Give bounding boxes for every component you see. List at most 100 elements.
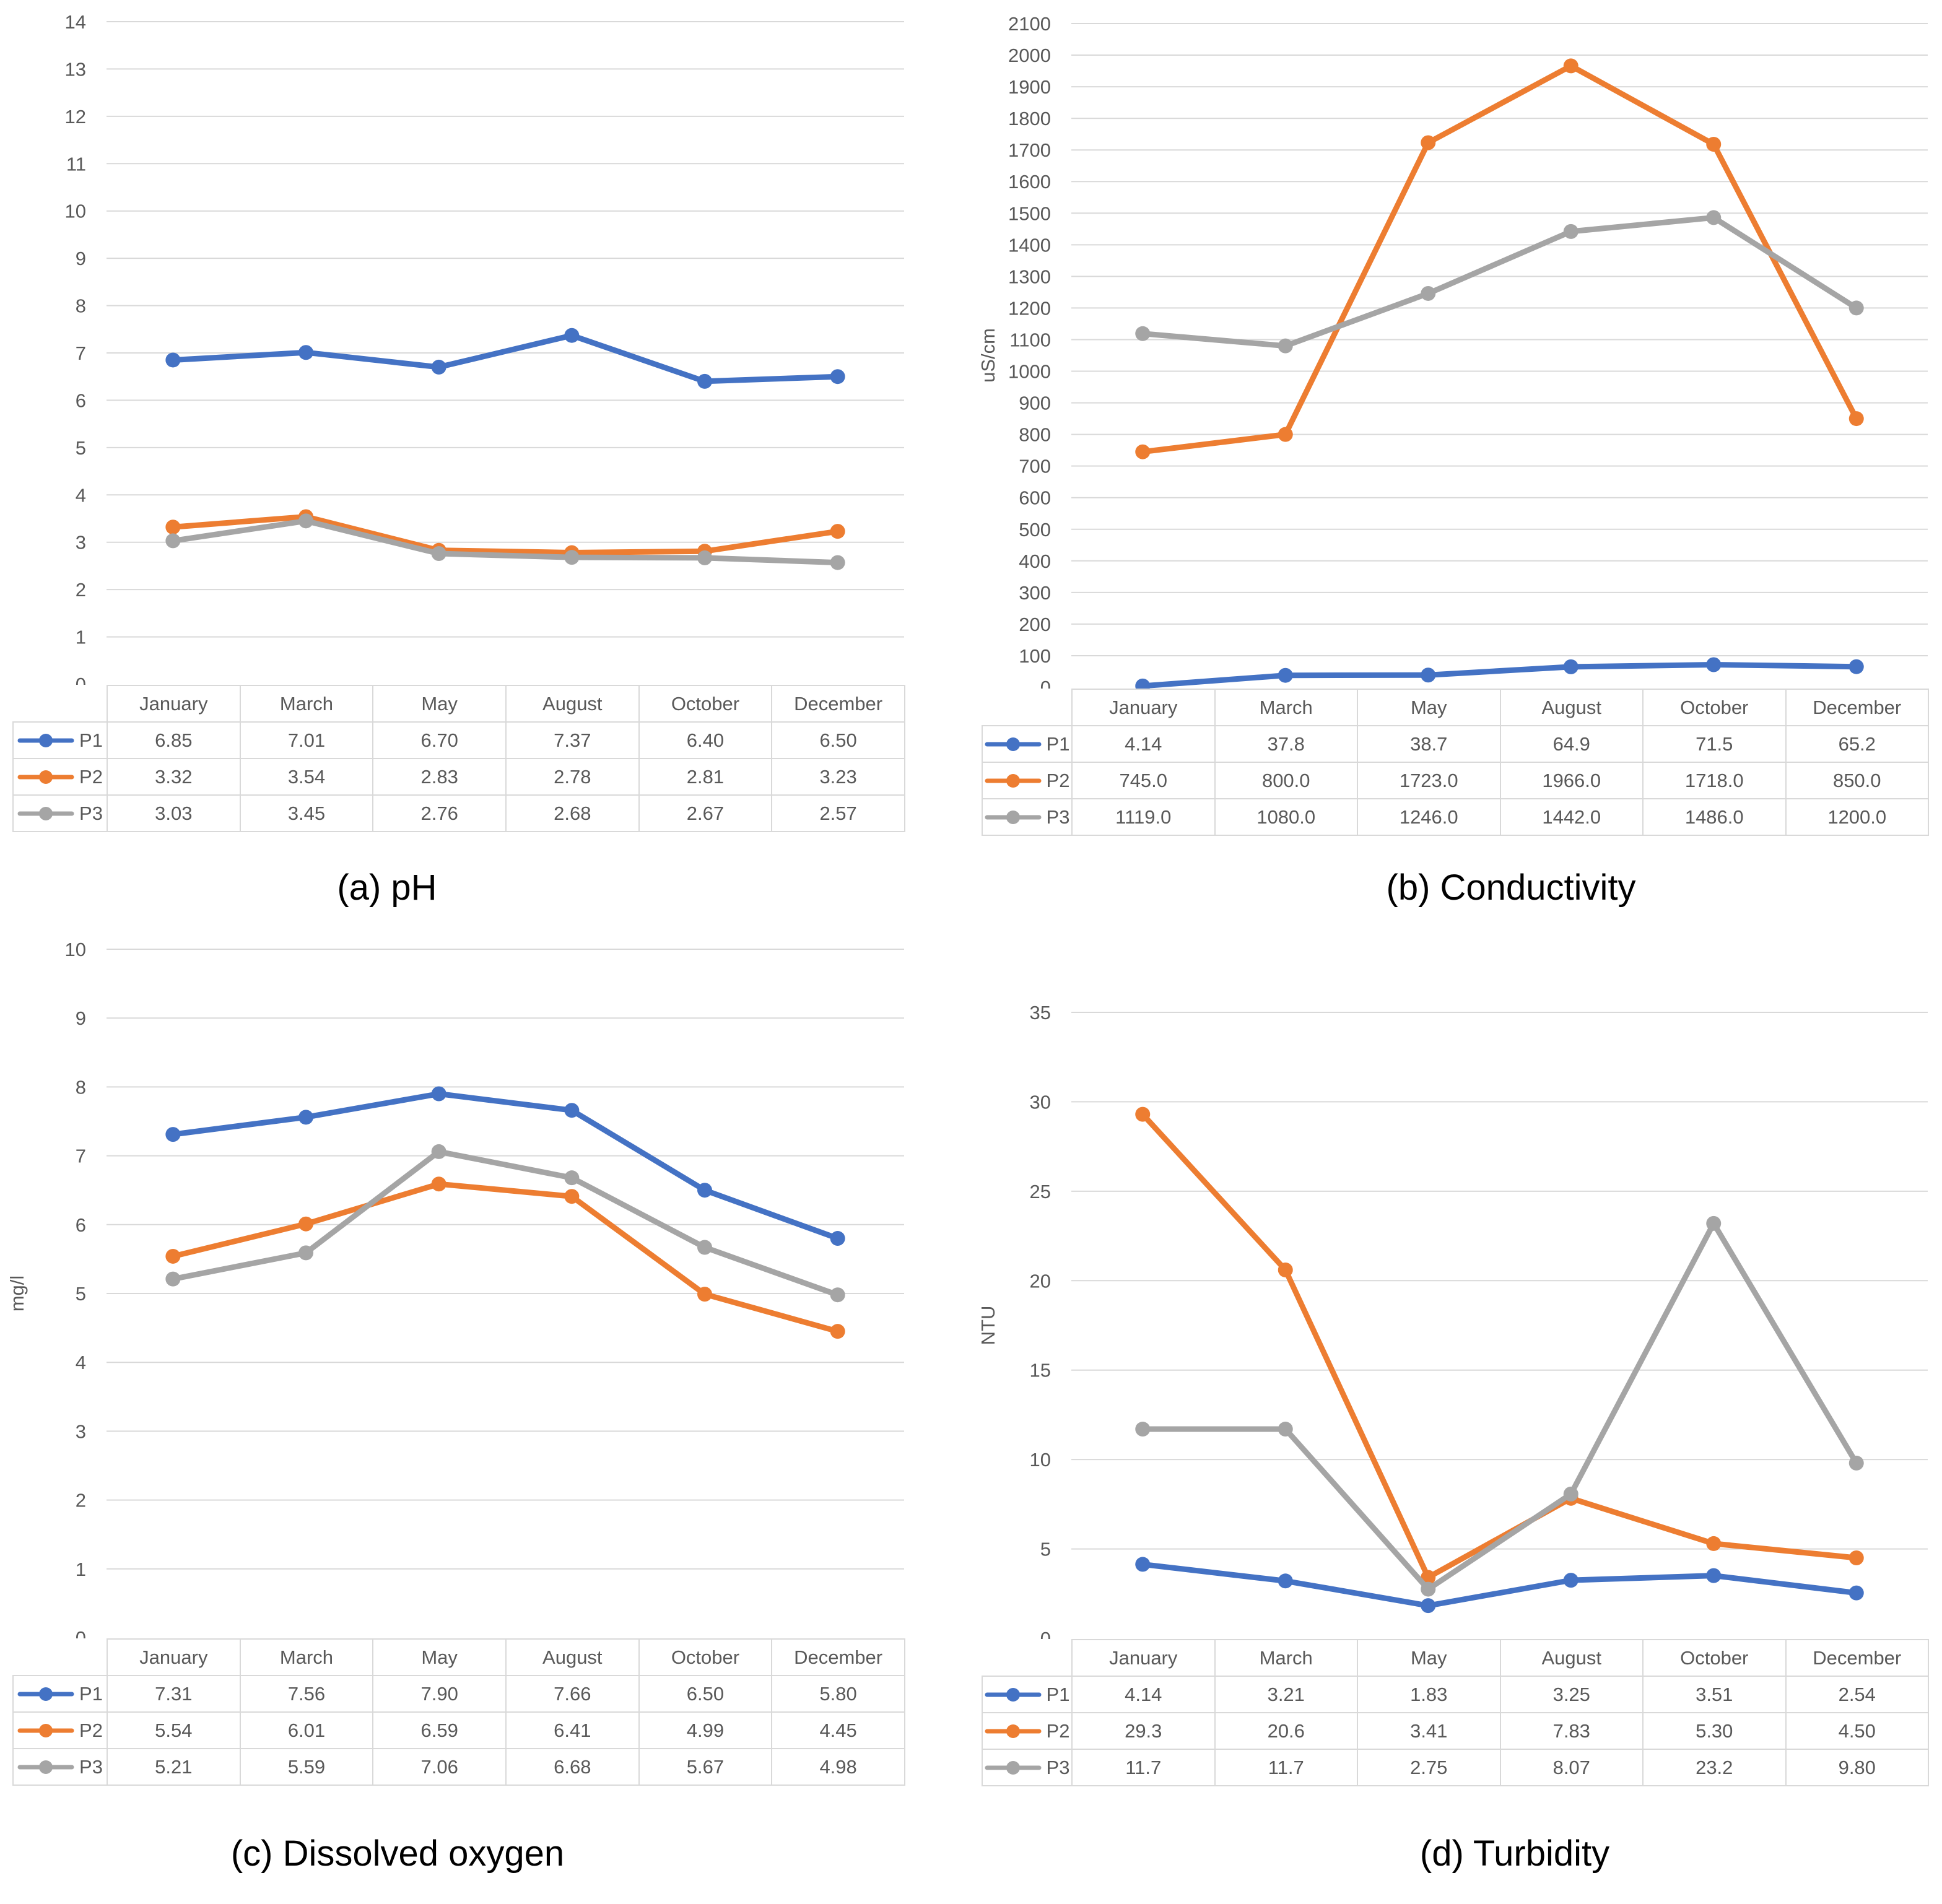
value-cell: 11.7 (1071, 1749, 1216, 1786)
value-cell: 3.54 (239, 758, 374, 796)
value-cell: 64.9 (1499, 725, 1644, 763)
y-tick-label: 200 (1019, 614, 1051, 635)
y-tick-label: 1500 (1008, 202, 1051, 224)
legend-line-marker-icon (17, 733, 74, 747)
value-cell: 4.50 (1785, 1712, 1929, 1750)
value-cell: 3.25 (1499, 1676, 1644, 1713)
data-table-0: January March May August October December P1 6.… (12, 685, 905, 832)
value-cell: 4.99 (638, 1711, 773, 1749)
legend-key-P3: P3 (12, 1748, 108, 1786)
value-cell: 4.45 (771, 1711, 905, 1749)
series-label: P3 (1046, 1756, 1070, 1778)
dissolved-oxygen-chart: 0 1 2 3 4 5 6 7 8 9 10 mg/l January March May August Oct… (0, 941, 971, 1786)
legend-key-P1: P1 (12, 1675, 108, 1713)
legend-line-marker-icon (985, 737, 1042, 751)
value-cell: 11.7 (1214, 1749, 1358, 1786)
data-marker-P1 (431, 359, 446, 375)
data-marker-P3 (1421, 1581, 1436, 1597)
data-marker-P3 (1135, 326, 1151, 341)
conductivity-chart: 0 100 200 300 400 500 600 700 800 900 1000 1100 1200… (971, 0, 1942, 836)
data-marker-P1 (165, 352, 181, 368)
y-tick-label: 1300 (1008, 266, 1051, 287)
y-tick-label: 8 (76, 1076, 86, 1098)
value-cell: 6.85 (107, 721, 241, 759)
data-marker-P3 (1706, 210, 1722, 225)
y-tick-label: 5 (76, 1283, 86, 1305)
y-tick-label: 20 (1030, 1270, 1051, 1292)
y-tick-label: 4 (76, 1352, 86, 1373)
y-tick-label: 6 (76, 389, 86, 411)
data-marker-P1 (1706, 1568, 1722, 1583)
value-cell: 6.70 (372, 721, 507, 759)
month-header-cell: December (1785, 689, 1929, 726)
legend-key-P2: P2 (982, 1712, 1073, 1750)
y-tick-label: 3 (76, 1420, 86, 1442)
value-cell: 5.54 (107, 1711, 241, 1749)
data-marker-P3 (431, 546, 446, 562)
data-marker-P1 (1563, 1573, 1578, 1588)
series-label: P3 (79, 1755, 103, 1778)
data-marker-P2 (830, 524, 845, 539)
conductivity-caption: (b) Conductivity (1386, 867, 1636, 908)
y-tick-label: 0 (1040, 677, 1051, 689)
y-tick-label: 5 (76, 437, 86, 459)
value-cell: 9.80 (1785, 1749, 1929, 1786)
legend-key-P3: P3 (12, 794, 108, 832)
y-tick-label: 700 (1019, 456, 1051, 477)
panel-ph: 0 1 2 3 4 5 6 7 8 9 10 11 12 13 14 January March May Augus… (0, 0, 971, 941)
data-marker-P3 (165, 533, 181, 549)
data-marker-P2 (1135, 1106, 1151, 1122)
y-axis-title: uS/cm (977, 328, 999, 383)
series-line-P2 (1139, 63, 1860, 455)
value-cell: 2.76 (372, 794, 507, 832)
y-tick-label: 1 (76, 627, 86, 648)
data-table-1: January March May August October December P1 4.… (982, 689, 1929, 836)
data-marker-P1 (697, 373, 712, 389)
value-cell: 7.31 (107, 1675, 241, 1713)
value-cell: 2.68 (505, 794, 640, 832)
value-cell: 2.67 (638, 794, 773, 832)
series-line-P1 (1139, 1561, 1860, 1609)
value-cell: 850.0 (1785, 762, 1929, 799)
y-tick-label: 5 (1040, 1539, 1051, 1560)
month-header-cell: May (372, 1638, 507, 1676)
value-cell: 29.3 (1071, 1712, 1216, 1750)
data-marker-P3 (1135, 1422, 1151, 1437)
legend-line-marker-icon (985, 1760, 1042, 1775)
data-marker-P1 (1563, 659, 1578, 674)
value-cell: 2.54 (1785, 1676, 1929, 1713)
month-header-cell: August (505, 685, 640, 723)
data-marker-P1 (1421, 1598, 1436, 1614)
data-marker-P3 (298, 513, 313, 529)
value-cell: 2.83 (372, 758, 507, 796)
legend-line-marker-icon (985, 773, 1042, 788)
y-tick-label: 14 (65, 11, 86, 33)
y-tick-label: 10 (1030, 1449, 1051, 1471)
y-tick-label: 11 (66, 153, 86, 175)
value-cell: 1966.0 (1499, 762, 1644, 799)
data-marker-P3 (697, 1240, 712, 1255)
legend-line-marker-icon (17, 1723, 74, 1737)
data-marker-P2 (431, 1176, 446, 1192)
value-cell: 1718.0 (1642, 762, 1787, 799)
data-marker-P1 (1421, 667, 1436, 683)
y-tick-label: 800 (1019, 424, 1051, 446)
value-cell: 6.40 (638, 721, 773, 759)
value-cell: 4.14 (1071, 1676, 1216, 1713)
value-cell: 1486.0 (1642, 798, 1787, 836)
month-header-cell: March (239, 685, 374, 723)
y-tick-label: 400 (1019, 550, 1051, 572)
data-marker-P2 (1421, 135, 1436, 150)
month-header-cell: October (638, 685, 773, 723)
legend-line-marker-icon (17, 806, 74, 820)
data-marker-P3 (697, 550, 712, 565)
data-marker-P1 (1706, 657, 1722, 672)
legend-key-P2: P2 (12, 1711, 108, 1749)
month-header-cell: August (1499, 689, 1644, 726)
value-cell: 20.6 (1214, 1712, 1358, 1750)
value-cell: 5.30 (1642, 1712, 1787, 1750)
y-tick-label: 1900 (1008, 76, 1051, 98)
value-cell: 4.98 (771, 1748, 905, 1786)
data-marker-P2 (697, 1287, 712, 1302)
series-label: P3 (1046, 806, 1070, 828)
